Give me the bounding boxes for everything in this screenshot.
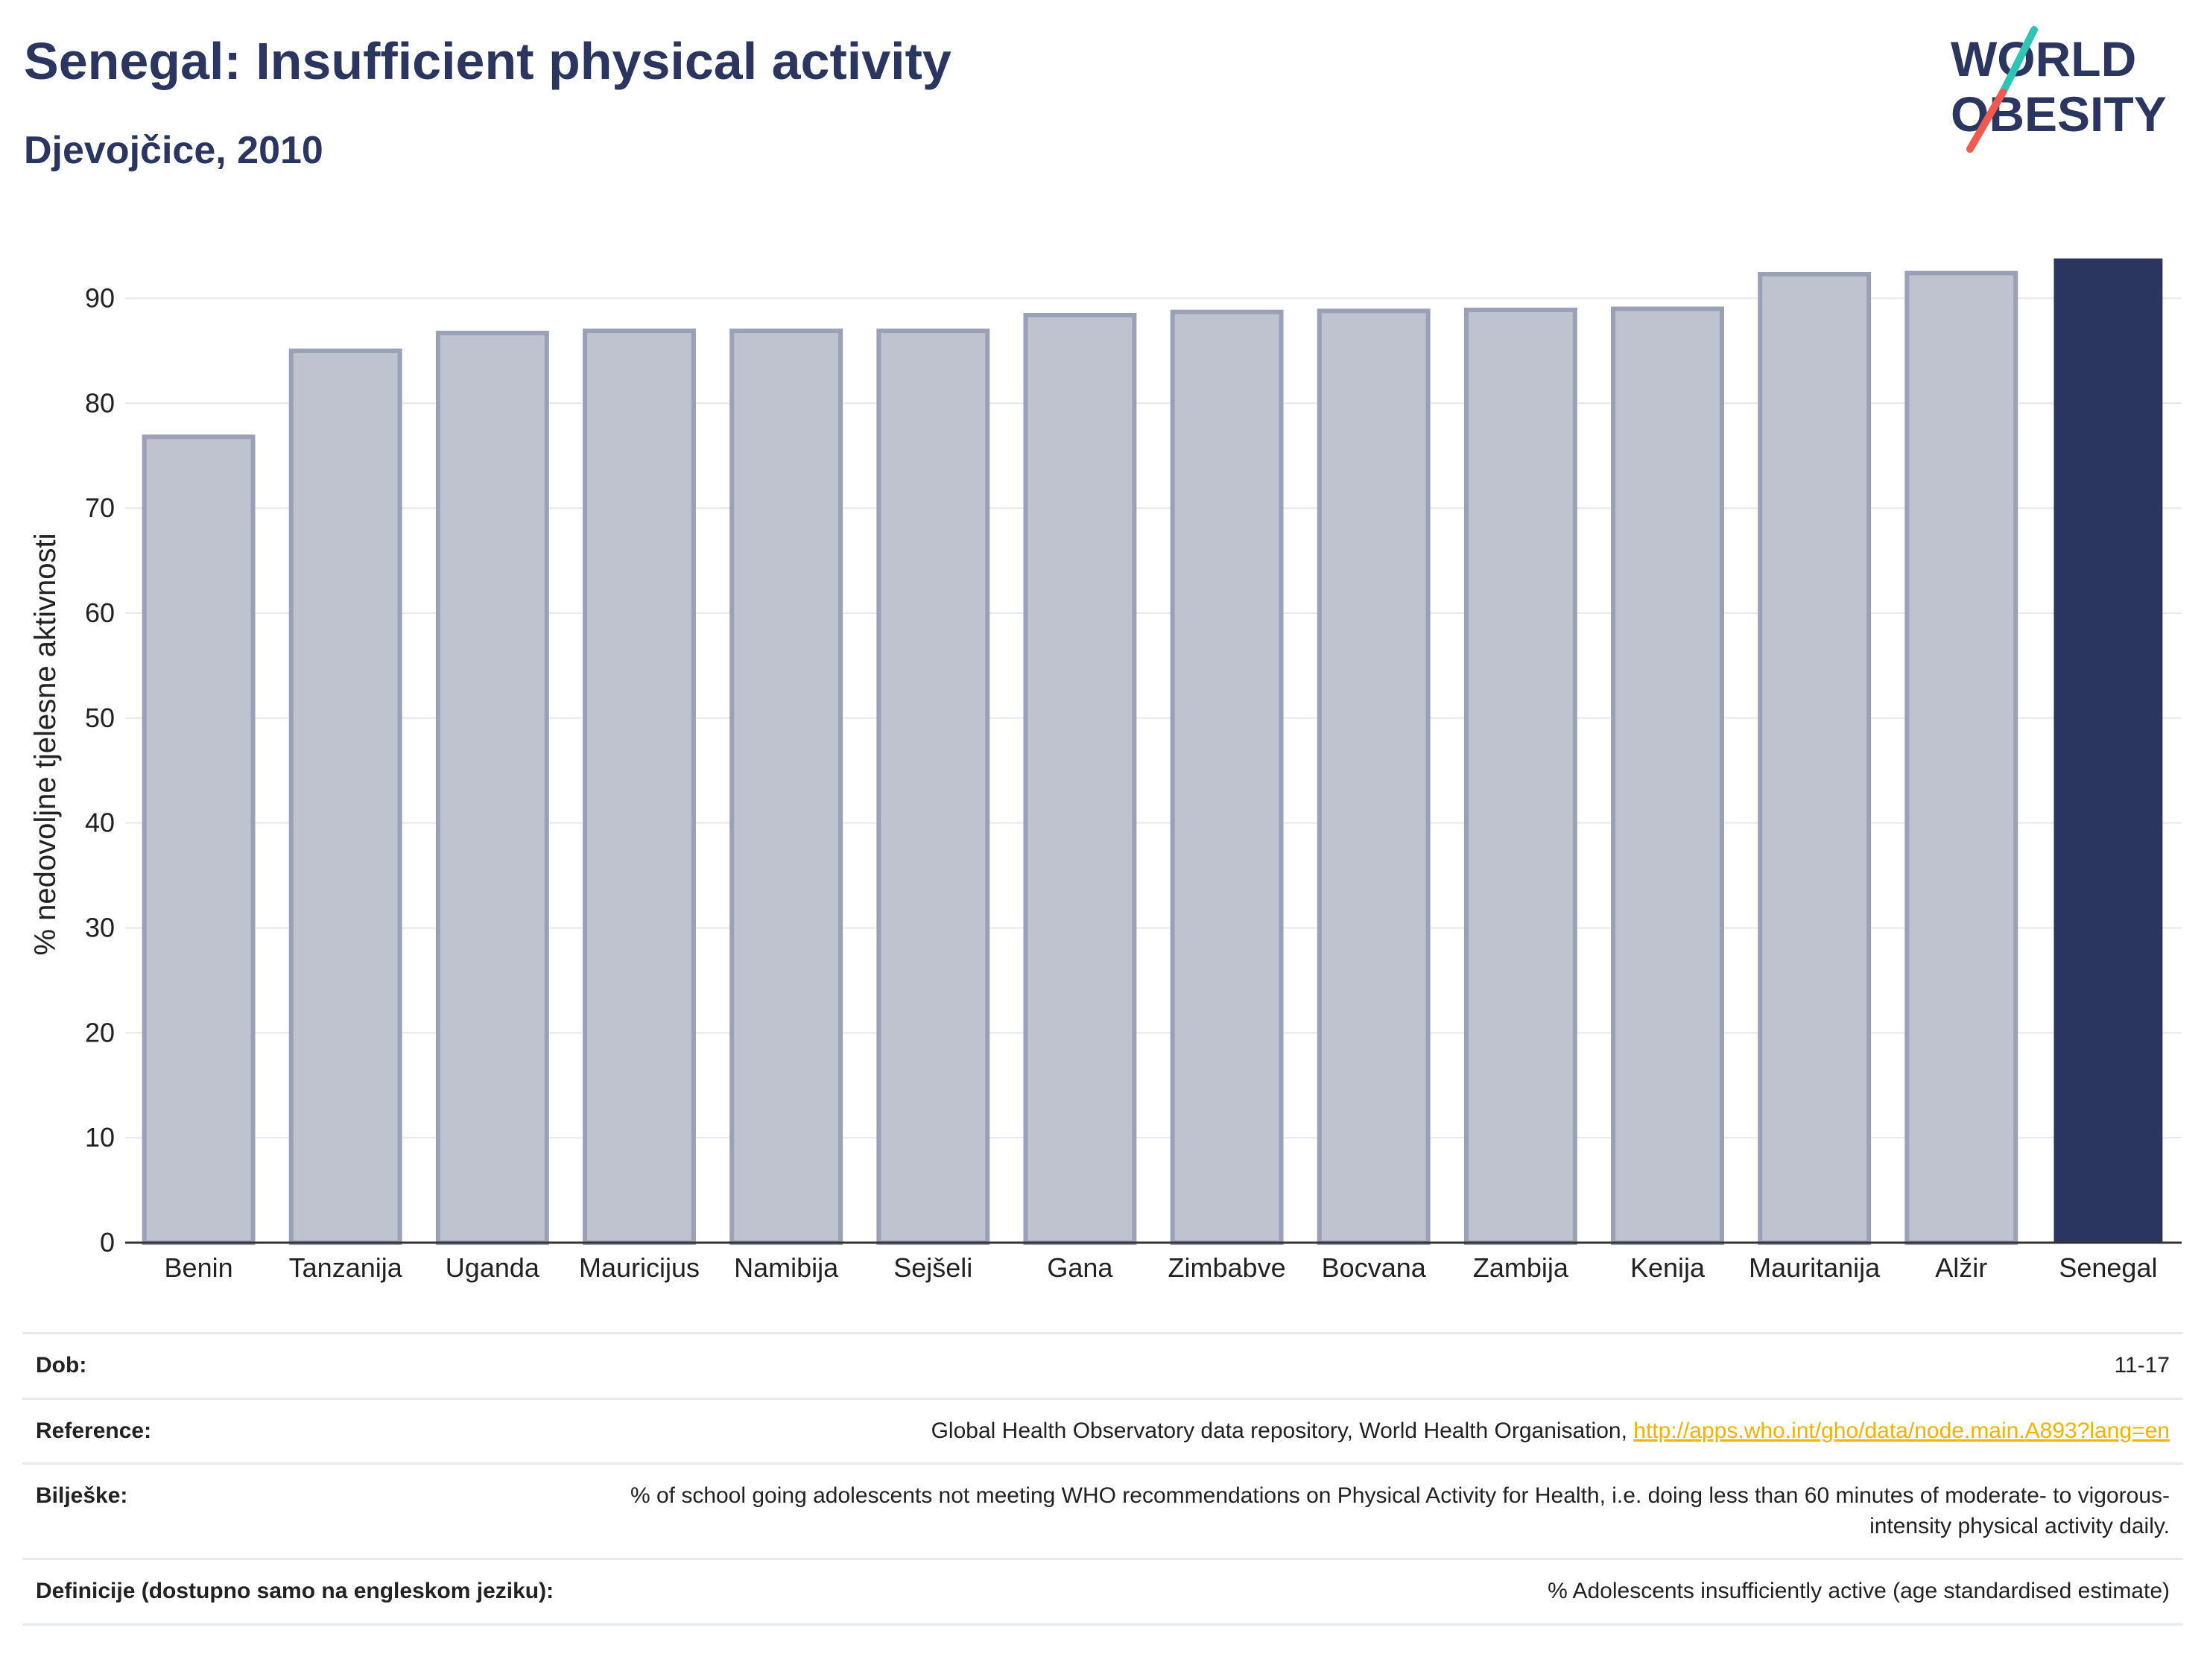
x-tick-label: Namibija [734,1252,839,1283]
grid-lines [125,297,2182,1139]
meta-key-reference: Reference: [22,1397,571,1464]
y-tick-label: 50 [85,703,115,733]
meta-key-notes: Bilješke: [22,1462,571,1559]
y-tick-label: 10 [85,1122,115,1153]
bar [1317,308,1431,1245]
reference-link[interactable]: http://apps.who.int/gho/data/node.main.A… [1633,1418,2170,1443]
x-tick-label: Uganda [446,1252,540,1283]
bar [2053,258,2163,1243]
bar [1758,272,1872,1246]
y-tick-label: 70 [85,492,115,523]
bar [1611,306,1724,1246]
bar [142,434,256,1245]
meta-row-notes: Bilješke: % of school going adolescents … [22,1462,2183,1559]
meta-row-age: Dob: 11-17 [22,1332,2183,1398]
x-tick-label: Sejšeli [893,1252,972,1283]
logo-slash-teal [1999,26,2038,96]
bar [288,348,402,1245]
y-tick-label: 40 [85,808,115,838]
bar-chart: 0 10 20 30 40 50 60 70 80 90 Benin Tanzanija Uganda… [29,258,2182,1283]
reference-text: Global Health Observatory data repositor… [931,1418,1634,1443]
bar [1904,270,2018,1246]
x-axis-ticks: Benin Tanzanija Uganda Mauricijus Namibija Se… [165,1252,2158,1283]
meta-key-age: Dob: [22,1332,571,1398]
bar [729,329,843,1245]
bar [1170,309,1284,1246]
y-tick-label: 90 [85,282,115,313]
bars [142,258,2163,1246]
world-obesity-logo: WORLD OBESITY [1951,26,2167,153]
x-tick-label: Benin [165,1252,233,1283]
meta-row-definitions: Definicije (dostupno samo na engleskom j… [22,1558,2183,1626]
y-tick-label: 80 [85,387,115,418]
bar [1463,307,1577,1245]
meta-value-definitions: % Adolescents insufficiently active (age… [571,1558,2183,1626]
chart-title: Senegal: Insufficient physical activity [24,32,951,90]
chart-subtitle: Djevojčice, 2010 [24,129,323,172]
y-axis-label: % nedovoljne tjelesne aktivnosti [29,533,62,955]
bar [1023,312,1137,1245]
bar [876,329,990,1245]
metadata-table: Dob: 11-17 Reference: Global Health Obse… [22,1332,2183,1626]
x-tick-label: Gana [1047,1252,1113,1283]
x-tick-label: Mauritanija [1749,1252,1881,1283]
bar [435,330,549,1246]
y-tick-label: 20 [85,1017,115,1047]
y-tick-label: 60 [85,597,115,628]
x-tick-label: Kenija [1630,1252,1706,1283]
bar [583,329,696,1245]
y-tick-label: 0 [100,1227,115,1258]
x-tick-label: Zambija [1473,1252,1569,1283]
meta-value-notes: % of school going adolescents not meetin… [571,1462,2183,1559]
x-tick-label: Tanzanija [289,1252,403,1283]
x-tick-label: Mauricijus [579,1252,700,1283]
logo-slash-red [1966,89,2007,153]
meta-key-definitions: Definicije (dostupno samo na engleskom j… [22,1558,571,1626]
x-tick-label: Alžir [1935,1252,1987,1283]
x-tick-label: Bocvana [1322,1252,1427,1283]
meta-value-reference: Global Health Observatory data repositor… [571,1397,2183,1464]
meta-row-reference: Reference: Global Health Observatory dat… [22,1397,2183,1464]
y-tick-label: 30 [85,912,115,942]
y-axis-ticks: 0 10 20 30 40 50 60 70 80 90 [85,282,115,1258]
x-tick-label: Senegal [2059,1252,2157,1283]
logo-text-world: WORLD [1951,31,2136,86]
meta-value-age: 11-17 [571,1332,2183,1398]
x-tick-label: Zimbabve [1168,1252,1286,1283]
